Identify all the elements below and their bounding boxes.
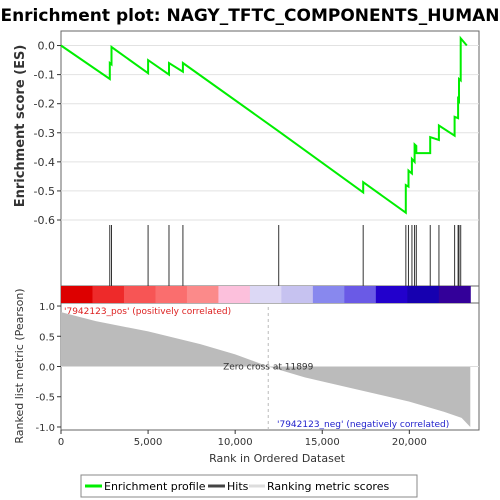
x-axis: 0 5,000 10,000 15,000 20,000 (58, 430, 427, 448)
es-y-axis-label: Enrichment score (ES) (13, 45, 28, 208)
heatmap-segment (186, 286, 219, 303)
ranking-metric-area (61, 312, 471, 427)
negative-correlation-label: '7942123_neg' (negatively correlated) (277, 420, 449, 430)
metric-y-tick-label: 0.5 (39, 332, 55, 343)
metric-y-tick-label: -0.5 (35, 393, 55, 404)
es-gridlines (61, 45, 479, 221)
x-axis-label: Rank in Ordered Dataset (209, 452, 346, 465)
legend: Enrichment profile Hits Ranking metric s… (80, 474, 418, 498)
heatmap-segment (281, 286, 314, 303)
es-y-tick-label: -0.1 (34, 69, 55, 82)
rank-heatmap-bar (61, 286, 471, 303)
heatmap-segment (123, 286, 156, 303)
es-y-tick-label: -0.3 (34, 127, 55, 140)
heatmap-segment (92, 286, 125, 303)
positive-correlation-label: '7942123_pos' (positively correlated) (64, 307, 231, 317)
zero-cross-label: Zero cross at 11899 (223, 363, 314, 373)
legend-label-enrichment: Enrichment profile (104, 480, 206, 493)
heatmap-segment (407, 286, 440, 303)
heatmap-segment (61, 286, 93, 303)
x-tick-label: 15,000 (305, 437, 340, 448)
es-y-tick-label: -0.4 (34, 156, 55, 169)
heatmap-segment (155, 286, 188, 303)
heatmap-segment (375, 286, 408, 303)
heatmap-segment (344, 286, 377, 303)
heatmap-segment (312, 286, 345, 303)
x-tick-label: 20,000 (392, 437, 427, 448)
es-y-tick-label: 0.0 (38, 40, 56, 53)
metric-y-tick-label: -1.0 (35, 423, 55, 434)
es-y-axis: 0.0 -0.1 -0.2 -0.3 -0.4 -0.5 -0.6 (34, 40, 61, 227)
metric-y-tick-label: 0.0 (39, 363, 55, 374)
chart-title: Enrichment plot: NAGY_TFTC_COMPONENTS_HU… (0, 6, 499, 26)
metric-y-tick-label: 1.0 (39, 302, 55, 313)
legend-label-hits: Hits (227, 480, 249, 493)
x-tick-label: 10,000 (218, 437, 253, 448)
x-tick-label: 5,000 (134, 437, 163, 448)
enrichment-profile-line (60, 35, 468, 215)
heatmap-segment (438, 286, 471, 303)
legend-label-ranking: Ranking metric scores (267, 480, 389, 493)
metric-y-axis-label: Ranked list metric (Pearson) (13, 288, 26, 443)
es-y-tick-label: -0.2 (34, 98, 55, 111)
es-y-tick-label: -0.6 (34, 214, 55, 227)
heatmap-segment (249, 286, 282, 303)
es-y-tick-label: -0.5 (34, 185, 55, 198)
metric-y-axis: 1.0 0.5 0.0 -0.5 -1.0 (35, 302, 61, 434)
heatmap-segment (218, 286, 251, 303)
x-tick-label: 0 (58, 437, 64, 448)
hit-markers (109, 225, 462, 286)
